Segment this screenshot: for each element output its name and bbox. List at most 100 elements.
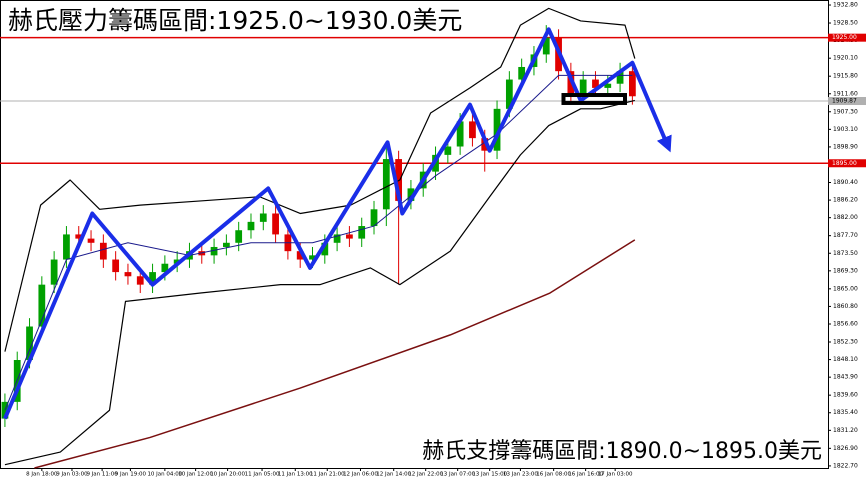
y-tick-label: 1865.00 — [833, 285, 858, 292]
x-tick-label: 11 Jan 21:00 — [310, 472, 345, 478]
indicator-line — [4, 99, 635, 466]
y-tick-label: 1873.50 — [833, 250, 858, 257]
candle-body — [542, 37, 550, 55]
candle-body — [149, 272, 156, 285]
candle-body — [161, 263, 169, 273]
plot-frame — [0, 0, 829, 469]
y-tick-label: 1843.90 — [833, 374, 858, 381]
candle-body — [259, 213, 267, 222]
candle-body — [358, 226, 366, 239]
range-box — [561, 93, 627, 105]
x-tick-label: 16 Jan 16:00 — [568, 472, 603, 478]
indicator-line — [4, 7, 636, 352]
x-tick-label: 13 Jan 23:00 — [503, 472, 538, 478]
candle-body — [296, 251, 304, 260]
y-tick-label: 1928.50 — [833, 20, 858, 27]
x-tick-label: 10 Jan 20:00 — [210, 472, 245, 478]
candle-body — [63, 234, 70, 260]
candle-body — [592, 79, 599, 88]
x-tick-label: 10 Jan 12:00 — [178, 472, 213, 478]
x-tick-label: 17 Jan 03:00 — [598, 472, 633, 478]
x-tick-label: 13 Jan 15:00 — [472, 472, 507, 478]
y-tick-label: 1835.40 — [833, 409, 858, 416]
candle-body — [604, 83, 612, 88]
candle-body — [50, 259, 58, 285]
candle-body — [235, 230, 243, 243]
x-tick-label: 12 Jan 22:00 — [408, 472, 443, 478]
x-tick-label: 9 Jan 11:00 — [86, 472, 118, 478]
candle-body — [567, 71, 575, 97]
candle-body — [87, 238, 95, 243]
candle-body — [518, 66, 526, 80]
level-label-box — [828, 97, 866, 106]
y-tick-label: 1826.90 — [833, 445, 858, 452]
y-tick-label: 1915.80 — [833, 73, 858, 80]
candle-body — [579, 79, 587, 97]
candle-body — [222, 242, 230, 247]
y-tick-label: 1886.20 — [833, 197, 858, 204]
level-label-box — [828, 159, 866, 168]
candle-body — [136, 276, 144, 285]
indicator-line — [4, 74, 633, 411]
level-label: 1895.00 — [832, 160, 857, 167]
candle-body — [407, 188, 415, 201]
candle-body — [493, 108, 501, 151]
candle-body — [616, 71, 624, 84]
candle-body — [370, 209, 378, 227]
y-tick-label: 1856.60 — [833, 321, 858, 328]
trend-arrow — [3, 27, 672, 420]
y-tick-label: 1839.60 — [833, 392, 858, 399]
candle-body — [124, 272, 132, 277]
y-tick-label: 1822.70 — [833, 462, 858, 469]
chart-title: 赫氏壓力籌碼區間:1925.0~1930.0美元 — [8, 6, 462, 35]
annotation: 赫氏支撐籌碼區間:1890.0~1895.0美元 — [422, 439, 822, 464]
y-tick-label: 1869.30 — [833, 267, 858, 274]
x-tick-label: 13 Jan 07:00 — [440, 472, 475, 478]
candle-body — [99, 242, 107, 260]
x-tick-label: 10 Jan 04:00 — [147, 472, 182, 478]
level-label: 1925.00 — [832, 34, 857, 41]
candle-body — [26, 326, 33, 360]
y-tick-label: 1903.10 — [833, 126, 858, 133]
x-tick-label: 11 Jan 05:00 — [245, 472, 280, 478]
x-tick-label: 8 Jan 18:00 — [26, 472, 58, 478]
candle-body — [628, 71, 636, 97]
y-tick-label: 1877.70 — [833, 232, 858, 239]
candle-body — [272, 213, 279, 235]
y-tick-label: 1920.10 — [833, 55, 858, 62]
candle-body — [456, 121, 464, 147]
x-tick-label: 11 Jan 13:00 — [278, 472, 313, 478]
x-tick-label: 16 Jan 08:00 — [536, 472, 571, 478]
x-tick-label: 9 Jan 19:00 — [115, 472, 147, 478]
y-tick-label: 1848.10 — [833, 356, 858, 363]
candle-body — [1, 401, 9, 419]
candle-body — [321, 242, 329, 256]
candle-body — [210, 246, 218, 256]
candle-body — [75, 234, 83, 239]
y-tick-label: 1907.30 — [833, 108, 858, 115]
candle-body — [481, 138, 489, 151]
candle-body — [247, 221, 255, 231]
candle-body — [112, 259, 120, 273]
indicator-line — [34, 239, 636, 469]
y-tick-label: 1890.40 — [833, 179, 858, 186]
level-label-box — [828, 33, 866, 42]
y-tick-label: 1911.60 — [833, 90, 858, 97]
candle-body — [382, 159, 390, 210]
candle-body — [38, 284, 46, 327]
y-tick-label: 1932.80 — [833, 2, 858, 9]
level-label: 1909.87 — [832, 98, 857, 105]
y-tick-label: 1882.00 — [833, 214, 858, 221]
candle-body — [309, 255, 316, 260]
candle-body — [505, 79, 513, 109]
y-tick-label: 1831.20 — [833, 427, 858, 434]
x-tick-label: 9 Jan 03:00 — [56, 472, 88, 478]
candle-body — [333, 234, 341, 243]
candle-body — [444, 146, 452, 155]
y-tick-label: 1860.80 — [833, 303, 858, 310]
candle-body — [346, 234, 353, 239]
x-tick-label: 12 Jan 06:00 — [343, 472, 378, 478]
y-tick-label: 1898.90 — [833, 143, 858, 150]
x-tick-label: 12 Jan 14:00 — [376, 472, 411, 478]
